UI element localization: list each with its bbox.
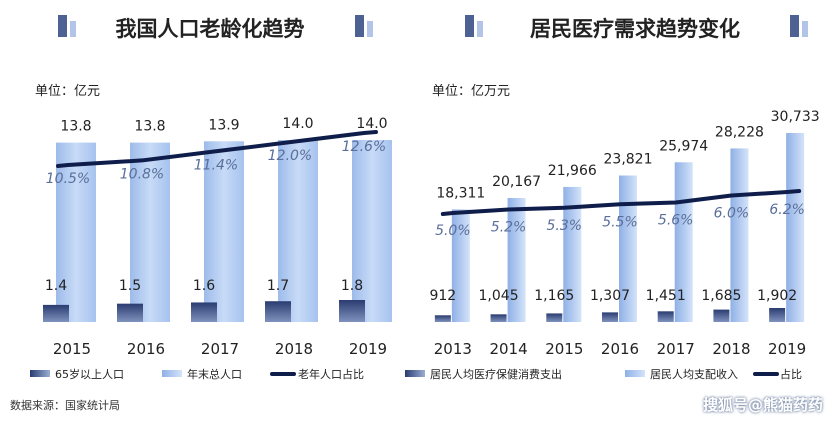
bar-total-label: 21,966 — [548, 163, 597, 179]
bar-small — [117, 303, 143, 322]
bar-small — [657, 311, 674, 322]
title-decoration-0 — [70, 21, 76, 37]
legend-label: 占比 — [780, 367, 802, 381]
legend-swatch-light — [162, 370, 182, 377]
bar-total — [130, 142, 170, 322]
x-tick-label: 2015 — [53, 340, 91, 358]
title-decoration-0 — [58, 15, 67, 37]
ratio-line — [56, 130, 378, 168]
bar-small — [265, 301, 291, 322]
bar-small-label: 1.4 — [45, 278, 67, 294]
x-tick-label: 2018 — [712, 340, 750, 358]
ratio-label: 5.2% — [491, 220, 527, 236]
ratio-label: 11.4% — [194, 157, 238, 173]
chart-title: 我国人口老龄化趋势 — [116, 17, 305, 41]
bar-total-label: 23,821 — [604, 152, 653, 168]
legend-label: 65岁以上人口 — [55, 367, 124, 381]
bar-small — [191, 302, 217, 322]
x-tick-label: 2019 — [349, 340, 387, 358]
bar-total-label: 20,167 — [492, 174, 541, 190]
chart-title: 居民医疗需求趋势变化 — [530, 17, 740, 41]
bar-small — [769, 308, 786, 322]
title-decoration-1 — [790, 15, 799, 37]
x-tick-label: 2017 — [201, 340, 239, 358]
ratio-label: 5.6% — [658, 213, 694, 229]
bar-small-label: 912 — [429, 288, 456, 304]
unit-label: 单位：亿万元 — [432, 84, 510, 99]
bar-total-label: 18,311 — [436, 185, 485, 201]
bar-total — [563, 186, 582, 322]
title-decoration-0 — [477, 21, 483, 37]
x-tick-label: 2013 — [434, 340, 472, 358]
bar-total — [786, 133, 805, 322]
title-decoration-0 — [465, 15, 474, 37]
x-tick-label: 2014 — [489, 340, 527, 358]
ratio-label: 12.6% — [342, 139, 386, 155]
x-tick-label: 2015 — [545, 340, 583, 358]
bar-small — [339, 300, 365, 322]
bar-small — [602, 312, 618, 322]
ratio-label: 5.5% — [602, 214, 638, 230]
legend-swatch-dark — [30, 370, 50, 377]
legend-swatch-light — [625, 370, 645, 377]
legend-label: 居民人均支配收入 — [650, 367, 738, 381]
bar-small — [490, 314, 507, 322]
bar-small — [546, 313, 563, 322]
watermark: 搜狐号@熊猫药药 — [702, 396, 823, 414]
ratio-label: 10.8% — [120, 166, 164, 182]
title-decoration-1 — [367, 21, 373, 37]
bar-small-label: 1,902 — [757, 288, 797, 304]
title-decoration-1 — [355, 15, 364, 37]
source-note: 数据来源：国家统计局 — [10, 398, 120, 412]
ratio-label: 10.5% — [46, 171, 90, 187]
bar-small-label: 1,685 — [701, 288, 741, 304]
bar-total-label: 14.0 — [356, 116, 387, 132]
bar-total — [451, 209, 470, 322]
ratio-label: 5.3% — [546, 218, 582, 234]
x-tick-label: 2019 — [768, 340, 806, 358]
bar-total — [619, 175, 637, 322]
bar-small-label: 1.7 — [267, 278, 289, 294]
bar-total — [278, 140, 318, 322]
bar-small-label: 1,045 — [479, 288, 519, 304]
bar-small-label: 1.6 — [193, 278, 215, 294]
legend-label: 老年人口占比 — [298, 367, 364, 381]
bar-total-label: 14.0 — [282, 116, 313, 132]
x-tick-label: 2018 — [275, 340, 313, 358]
bar-small-label: 1,307 — [590, 288, 630, 304]
bar-small — [43, 304, 69, 322]
bar-total — [56, 142, 96, 322]
bar-small — [713, 309, 730, 322]
bar-total-label: 13.8 — [134, 119, 165, 135]
bar-total-label: 13.8 — [60, 119, 91, 135]
x-tick-label: 2016 — [601, 340, 639, 358]
bar-total — [352, 140, 392, 322]
bar-total — [507, 197, 526, 322]
bar-small — [434, 315, 451, 322]
legend-swatch-dark — [405, 370, 425, 377]
legend-label: 居民人均医疗保健消费支出 — [430, 367, 562, 381]
ratio-label: 6.2% — [769, 202, 805, 218]
ratio-label: 5.0% — [435, 223, 471, 239]
ratio-label: 6.0% — [714, 206, 750, 222]
x-tick-label: 2017 — [657, 340, 695, 358]
ratio-label: 12.0% — [268, 148, 312, 164]
bar-small-label: 1,451 — [646, 288, 686, 304]
bar-total-label: 30,733 — [771, 109, 820, 125]
bar-small-label: 1.5 — [119, 278, 141, 294]
x-tick-label: 2016 — [127, 340, 165, 358]
legend-label: 年末总人口 — [187, 367, 242, 381]
bar-total-label: 28,228 — [715, 124, 764, 140]
bar-total — [730, 148, 749, 322]
title-decoration-1 — [802, 21, 808, 37]
bar-small-label: 1,165 — [534, 288, 574, 304]
bar-small-label: 1.8 — [341, 278, 363, 294]
bar-total-label: 13.9 — [208, 117, 239, 133]
unit-label: 单位：亿元 — [35, 84, 100, 99]
bar-total-label: 25,974 — [659, 138, 708, 154]
bar-total — [204, 141, 244, 322]
ratio-line — [440, 189, 802, 216]
